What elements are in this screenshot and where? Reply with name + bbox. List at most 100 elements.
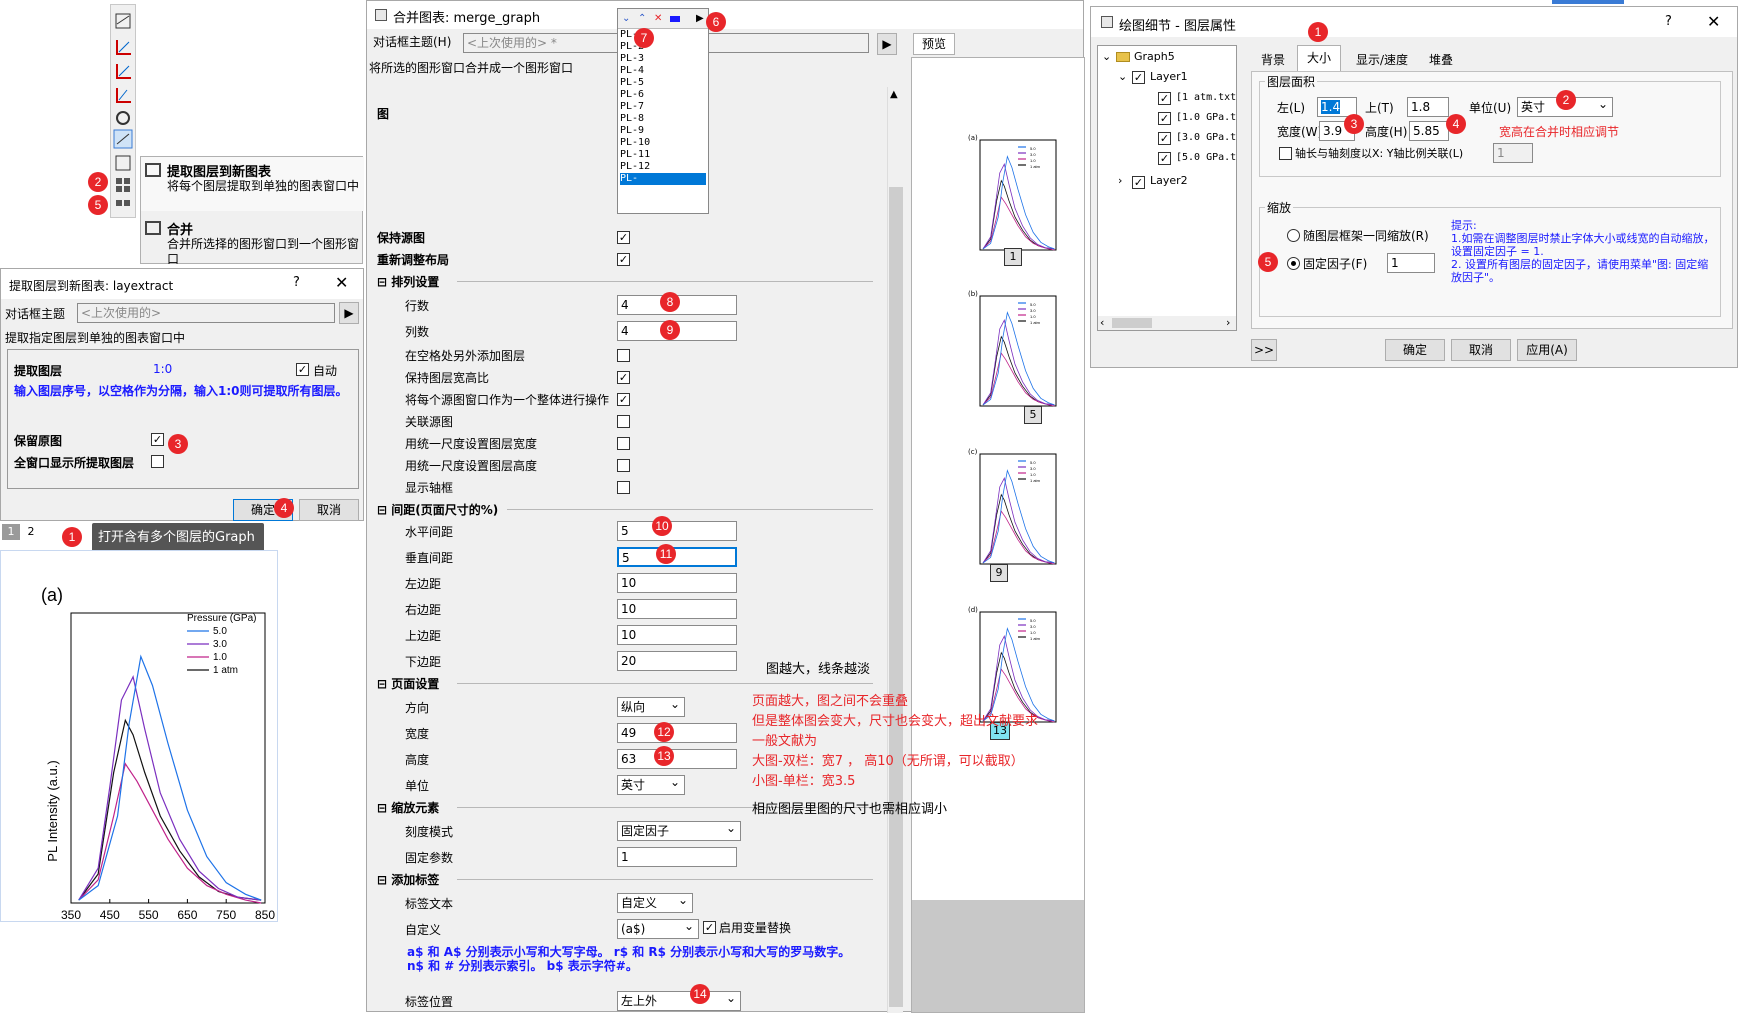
pl-list-item[interactable]: PL-9 <box>620 125 645 136</box>
link-checkbox[interactable] <box>1279 147 1292 160</box>
uniform-height-checkbox[interactable] <box>617 459 630 472</box>
section-label[interactable]: ⊟ 添加标签 <box>377 873 440 887</box>
section-page[interactable]: ⊟ 页面设置 <box>377 677 440 691</box>
tab-stack[interactable]: 堆叠 <box>1428 53 1453 67</box>
pl-list-item[interactable]: PL-4 <box>620 65 645 76</box>
tree-layer2[interactable]: Layer2 <box>1150 174 1188 187</box>
top-margin-field[interactable]: 10 <box>617 625 737 645</box>
relayout-checkbox[interactable]: ✓ <box>617 253 630 266</box>
props-ok-button[interactable]: 确定 <box>1385 339 1445 361</box>
extract-layer-value[interactable]: 1:0 <box>153 362 173 376</box>
page-width-field[interactable]: 49 <box>617 723 737 743</box>
select-icon[interactable] <box>670 16 680 22</box>
vgap-field[interactable]: 5 <box>617 547 737 567</box>
link-source-checkbox[interactable] <box>617 415 630 428</box>
var-replace-checkbox[interactable]: ✓ <box>703 921 716 934</box>
hgap-field[interactable]: 5 <box>617 521 737 541</box>
label-text-select[interactable]: 自定义 <box>617 891 693 913</box>
orient-select[interactable]: 纵向 <box>617 695 685 717</box>
link-field[interactable]: 1 <box>1493 143 1533 163</box>
tree-plot-3[interactable]: [3.0 GPa.t <box>1176 132 1237 143</box>
tree-toggle-icon[interactable]: ⌄ <box>1118 70 1128 83</box>
scale-mode-select[interactable]: 固定因子 <box>617 819 741 841</box>
expand-button[interactable]: >> <box>1251 339 1277 361</box>
radio-fixed-factor[interactable] <box>1287 257 1300 270</box>
move-down-icon[interactable]: ⌄ <box>622 13 631 24</box>
unit-select[interactable]: 英寸 <box>1517 95 1613 117</box>
close-icon[interactable]: ✕ <box>1707 12 1721 31</box>
tree-plot-4[interactable]: [5.0 GPa.t <box>1176 152 1237 163</box>
keep-source-checkbox[interactable]: ✓ <box>617 231 630 244</box>
menu-item-merge[interactable]: 合并 合并所选择的图形窗口到一个图形窗口 <box>141 215 364 266</box>
keep-ratio-checkbox[interactable]: ✓ <box>617 371 630 384</box>
show-all-checkbox[interactable] <box>151 455 164 468</box>
extract-theme-field[interactable]: <上次使用的> <box>77 303 335 323</box>
graph-tab-1[interactable]: 1 <box>2 524 20 540</box>
show-frame-checkbox[interactable] <box>617 481 630 494</box>
page-unit-select[interactable]: 英寸 <box>617 773 685 795</box>
keep-source-checkbox[interactable]: ✓ <box>151 433 164 446</box>
extract-cancel-button[interactable]: 取消 <box>299 499 359 521</box>
tab-display[interactable]: 显示/速度 <box>1355 53 1409 67</box>
tree-toggle-icon[interactable]: ⌄ <box>1102 50 1112 63</box>
label-pos-select[interactable]: 左上外 <box>617 989 741 1011</box>
pl-list-item[interactable]: PL-12 <box>620 161 651 172</box>
tree-plot-checkbox[interactable]: ✓ <box>1158 112 1171 125</box>
props-apply-button[interactable]: 应用(A) <box>1517 339 1577 361</box>
tree-layer2-checkbox[interactable]: ✓ <box>1132 176 1145 189</box>
page-height-field[interactable]: 63 <box>617 749 737 769</box>
pl-list-item[interactable]: PL-5 <box>620 77 645 88</box>
tree-plot-2[interactable]: [1.0 GPa.t <box>1176 112 1237 123</box>
tree-layer1-checkbox[interactable]: ✓ <box>1132 71 1145 84</box>
pl-list-item[interactable]: PL-3 <box>620 53 645 64</box>
bottom-margin-field[interactable]: 20 <box>617 651 737 671</box>
tree-plot-checkbox[interactable]: ✓ <box>1158 92 1171 105</box>
pl-list-item[interactable]: PL-1 <box>620 29 645 40</box>
fixed-param-field[interactable]: 1 <box>617 847 737 867</box>
menu-item-extract[interactable]: 提取图层到新图表 将每个图层提取到单独的图表窗口中 <box>141 157 364 211</box>
play-icon[interactable]: ▶ <box>696 13 704 24</box>
left-margin-field[interactable]: 10 <box>617 573 737 593</box>
delete-icon[interactable]: ✕ <box>654 13 663 24</box>
pl-list[interactable]: PL-1 PL-2 PL-3 PL-4 PL-5 PL-6 PL-7 PL-8 PL-9 PL-1… <box>620 29 706 185</box>
tab-size[interactable]: 大小 <box>1297 45 1341 71</box>
tab-background[interactable]: 背景 <box>1260 53 1285 67</box>
uniform-width-checkbox[interactable] <box>617 437 630 450</box>
pl-list-item[interactable]: PL-2 <box>620 41 645 52</box>
pl-list-item[interactable]: PL- <box>620 173 706 185</box>
pl-list-item[interactable]: PL-7 <box>620 101 645 112</box>
left-field[interactable]: 1.4 <box>1317 97 1357 117</box>
props-cancel-button[interactable]: 取消 <box>1451 339 1511 361</box>
top-right-button[interactable] <box>1552 0 1624 4</box>
section-arrange[interactable]: ⊟ 排列设置 <box>377 275 440 289</box>
radio-scale-with-frame[interactable] <box>1287 229 1300 242</box>
move-up-icon[interactable]: ⌃ <box>638 13 647 24</box>
pl-list-item[interactable]: PL-8 <box>620 113 645 124</box>
preview-tab[interactable]: 预览 <box>913 33 955 55</box>
tree-layer1[interactable]: Layer1 <box>1150 70 1188 83</box>
tree-plot-checkbox[interactable]: ✓ <box>1158 152 1171 165</box>
help-button[interactable]: ? <box>1665 14 1672 29</box>
tree-hscroll[interactable]: ‹ › <box>1098 316 1236 330</box>
section-scale[interactable]: ⊟ 缩放元素 <box>377 801 440 815</box>
pl-list-item[interactable]: PL-11 <box>620 149 651 160</box>
fixed-factor-field[interactable]: 1 <box>1387 253 1435 273</box>
extract-theme-arrow[interactable]: ▶ <box>339 302 359 324</box>
tree-expand-icon[interactable]: › <box>1118 174 1123 187</box>
add-layer-checkbox[interactable] <box>617 349 630 362</box>
right-margin-field[interactable]: 10 <box>617 599 737 619</box>
pl-list-item[interactable]: PL-6 <box>620 89 645 100</box>
tree-plot-checkbox[interactable]: ✓ <box>1158 132 1171 145</box>
help-button[interactable]: ? <box>293 275 300 290</box>
settings-scrollbar[interactable]: ▲ <box>887 87 903 1013</box>
tree-graph[interactable]: Graph5 <box>1134 50 1175 63</box>
pl-list-item[interactable]: PL-10 <box>620 137 651 148</box>
top-field[interactable]: 1.8 <box>1407 97 1449 117</box>
custom-select[interactable]: (a$) <box>617 917 699 939</box>
merge-theme-arrow[interactable]: ▶ <box>877 33 897 55</box>
tree-plot-1[interactable]: [1 atm.txt <box>1176 92 1237 103</box>
section-spacing[interactable]: ⊟ 间距(页面尺寸的%) <box>377 503 499 517</box>
close-icon[interactable]: ✕ <box>335 273 349 292</box>
as-whole-checkbox[interactable]: ✓ <box>617 393 630 406</box>
graph-tab-2[interactable]: 2 <box>27 525 35 538</box>
